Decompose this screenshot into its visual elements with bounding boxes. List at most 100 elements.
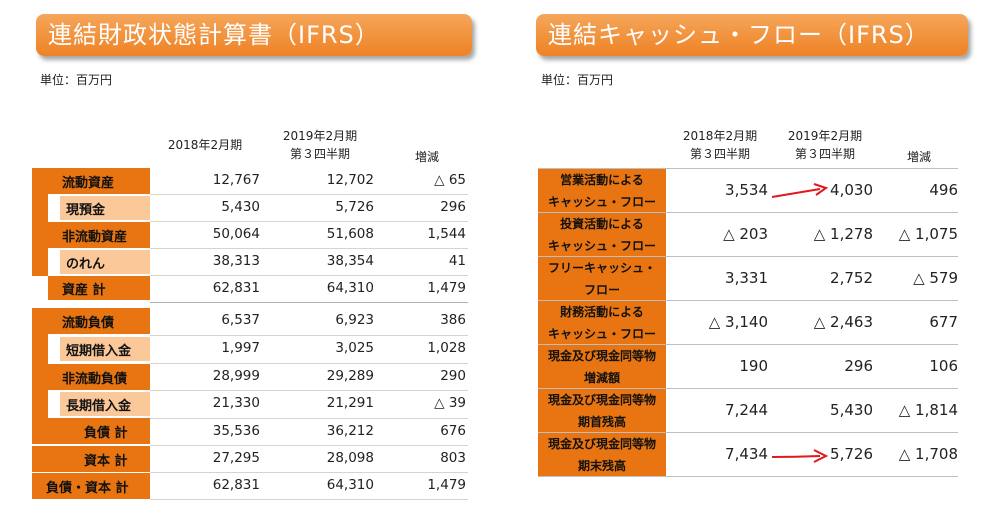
cf-row-label: 投資活動による キャッシュ・フロー [538,213,666,256]
cf-cell-2018: △ 3,140 [708,313,768,331]
cf-row-label-line2: キャッシュ・フロー [547,327,656,341]
cf-cell-change: △ 1,814 [898,401,958,419]
bs-cell-2019: 21,291 [326,395,374,411]
bs-row-divider [150,445,468,446]
cf-row-divider [538,212,958,213]
cf-top-divider [538,168,958,169]
cf-cell-2019: △ 1,278 [813,225,873,243]
bs-cell-2018: 12,767 [212,172,260,188]
cf-col-header-2019-line2: 第３四半期 [794,147,855,161]
bs-row-label: のれん [60,250,150,274]
bs-row-label: 現預金 [60,196,150,220]
bs-cell-2018: 28,999 [212,368,260,384]
cf-row-label: フリーキャッシュ・ フロー [538,257,666,300]
cf-row-label-line1: 営業活動による [560,173,644,187]
cf-row-label-line1: 現金及び現金同等物 [547,437,656,451]
bs-row-label: 資本 計 [32,446,150,472]
bs-cell-change: 1,479 [427,280,466,296]
bs-cell-change: 676 [440,423,466,439]
bs-row-divider [150,418,468,419]
cf-row-label: 現金及び現金同等物 期首残高 [538,389,666,432]
bs-row-divider [150,499,468,500]
bs-row-divider [150,221,468,222]
cf-row-divider [538,476,958,477]
cf-cell-2018: 3,331 [725,269,768,287]
cf-title: 連結キャッシュ・フロー（IFRS） [548,21,930,49]
cf-col-header-change: 増減 [906,150,931,164]
cf-cell-change: △ 1,075 [898,225,958,243]
cf-col-header-2019-line1: 2019年2月期 [787,129,863,143]
bs-row-divider [150,390,468,391]
cf-row-label-line2: キャッシュ・フロー [547,239,656,253]
cf-unit: 単位：百万円 [541,73,614,87]
bs-row-divider [150,363,468,364]
bs-cell-2019: 28,098 [326,450,374,466]
bs-col-header-2019-line1: 2019年2月期 [282,129,358,143]
bs-title-banner: 連結財政状態計算書（IFRS） [36,14,472,56]
cf-row-label: 現金及び現金同等物 期末残高 [538,433,666,476]
bs-row-divider [150,472,468,473]
bs-cell-change: 803 [440,450,466,466]
cf-title-banner: 連結キャッシュ・フロー（IFRS） [536,14,968,56]
cf-cell-2019: 5,726 [830,445,873,463]
bs-row-label: 資産 計 [48,276,150,300]
cf-row-label: 現金及び現金同等物 増減額 [538,345,666,388]
cf-row-label-line1: フリーキャッシュ・ [547,261,656,275]
bs-row-label: 流動資産 [48,168,150,194]
cf-row-label-line1: 現金及び現金同等物 [547,349,656,363]
bs-cell-change: 386 [440,312,466,328]
cf-cell-2019: 4,030 [830,181,873,199]
cf-row-divider [538,344,958,345]
bs-cell-2019: 6,923 [335,312,374,328]
bs-row-label: 短期借入金 [60,337,150,361]
bs-col-header-2019-line2: 第３四半期 [289,147,350,161]
bs-row-label: 流動負債 [48,308,150,334]
cf-cell-2019: 2,752 [830,269,873,287]
bs-cell-2018: 35,536 [212,423,260,439]
cf-row-divider [538,300,958,301]
bs-row-label: 非流動資産 [48,222,150,248]
bs-cell-2019: 29,289 [326,368,374,384]
bs-cell-2018: 62,831 [212,280,260,296]
bs-liab-group-bar [32,308,48,418]
bs-col-header-2018: 2018年2月期 [167,138,243,152]
cf-row-label-line2: 増減額 [583,371,620,385]
bs-cell-2019: 12,702 [326,172,374,188]
cf-cell-change: 106 [929,357,958,375]
bs-cell-2018: 5,430 [221,199,260,215]
cf-cell-2018: 190 [739,357,768,375]
bs-cell-change: 1,028 [427,340,466,356]
bs-row-label: 長期借入金 [60,392,150,416]
cf-cell-2018: 7,244 [725,401,768,419]
bs-cell-change: 1,479 [427,477,466,493]
cf-row-label-line1: 投資活動による [560,217,644,231]
bs-row-label: 非流動負債 [48,364,150,390]
cf-cell-2019: 5,430 [830,401,873,419]
cf-cell-2018: △ 203 [723,225,768,243]
cf-cell-2018: 3,534 [725,181,768,199]
bs-unit: 単位：百万円 [40,73,113,87]
cf-cell-change: 496 [929,181,958,199]
bs-cell-2018: 50,064 [212,226,260,242]
bs-cell-2019: 38,354 [326,253,374,269]
bs-row-label: 負債・資本 計 [32,473,150,499]
cf-cell-2019: △ 2,463 [813,313,873,331]
cf-cell-2019: 296 [844,357,873,375]
bs-row-divider [150,275,468,276]
bs-cell-change: 41 [448,253,466,269]
cf-col-header-2018-line1: 2018年2月期 [682,129,758,143]
cf-row-label: 財務活動による キャッシュ・フロー [538,301,666,344]
red-arrow-icon [771,449,829,463]
red-arrow-icon [771,183,829,198]
bs-row-divider [150,194,468,195]
bs-row-label: 負債 計 [32,418,150,444]
bs-cell-2019: 36,212 [326,423,374,439]
cf-col-header-2019: 2019年2月期 第３四半期 [772,127,878,163]
cf-row-divider [538,432,958,433]
bs-cell-2019: 51,608 [326,226,374,242]
bs-cell-change: △ 39 [434,395,466,411]
cf-col-header-2018: 2018年2月期 第３四半期 [668,127,772,163]
bs-row-divider [150,335,468,336]
bs-cell-2019: 3,025 [335,340,374,356]
bs-cell-2018: 62,831 [212,477,260,493]
